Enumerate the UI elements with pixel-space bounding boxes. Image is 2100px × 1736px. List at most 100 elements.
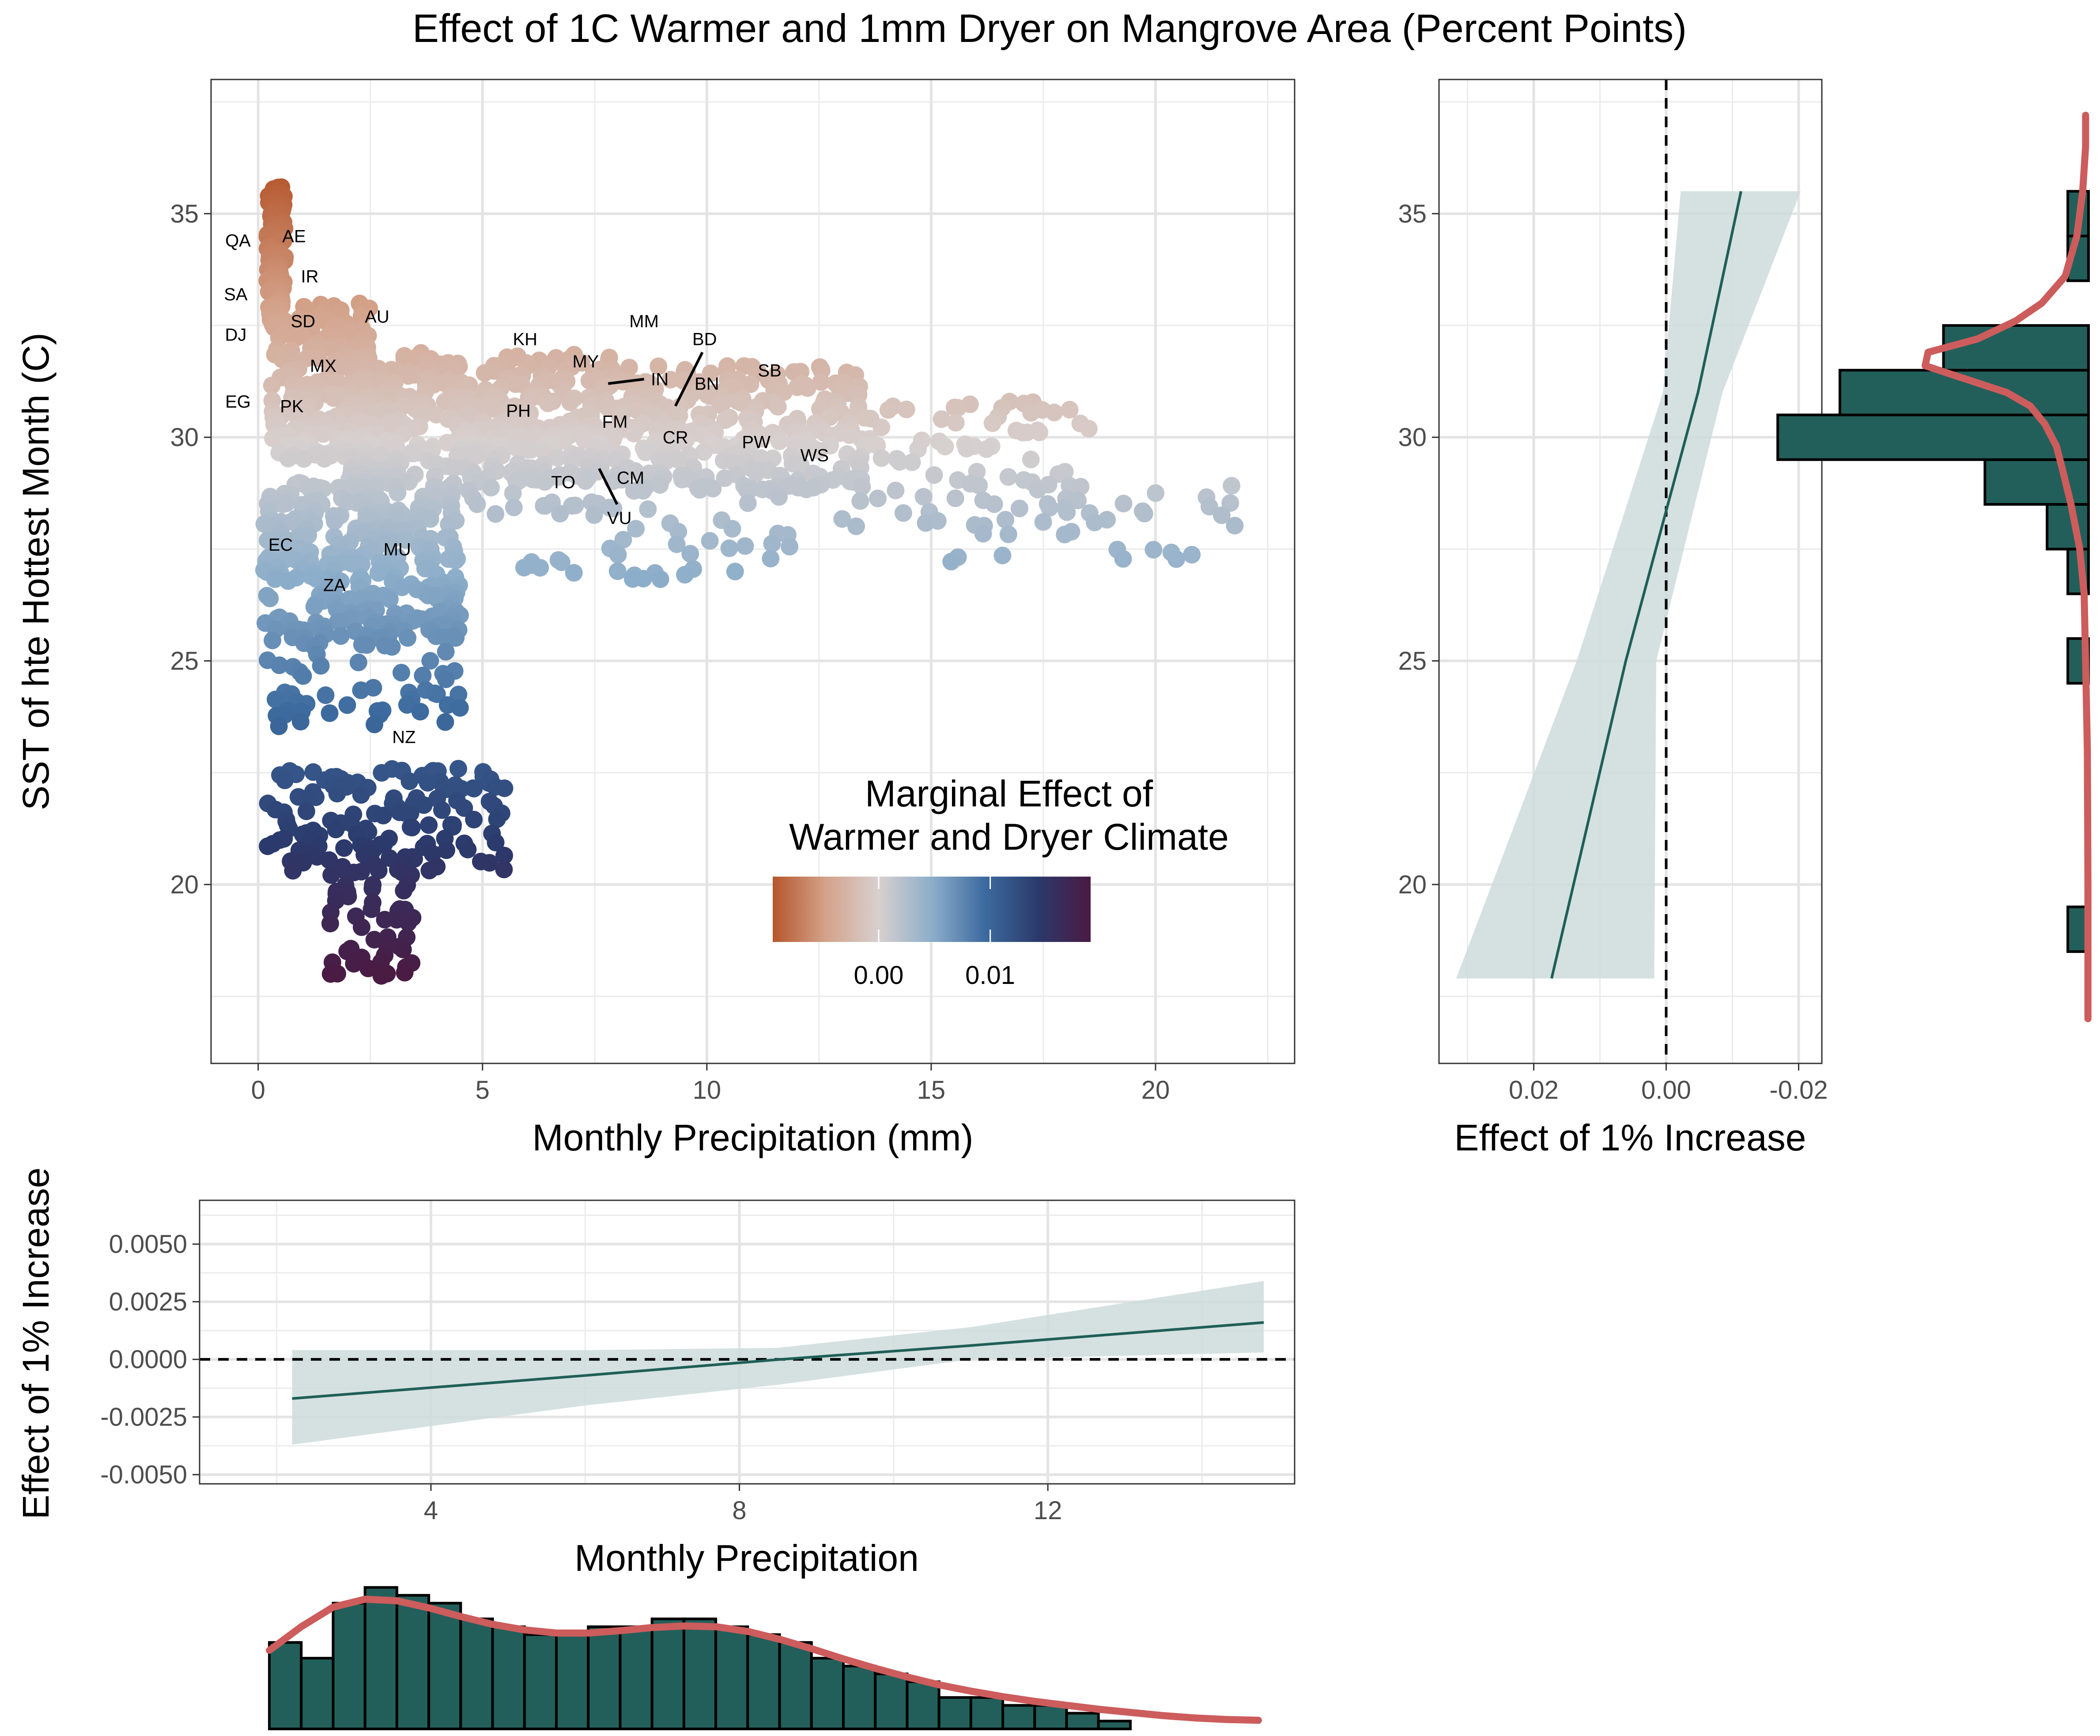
data-point	[1072, 477, 1090, 495]
country-label: PH	[506, 401, 531, 420]
x-tick-label: 0	[251, 1076, 265, 1104]
data-point	[739, 494, 757, 512]
data-point	[358, 636, 376, 654]
data-point	[352, 786, 370, 804]
precip-marginal-histogram	[266, 1586, 1262, 1731]
main-x-axis-title: Monthly Precipitation (mm)	[533, 1117, 974, 1158]
data-point	[798, 379, 816, 397]
country-label: SD	[291, 312, 316, 331]
data-point	[312, 657, 330, 675]
data-point	[363, 900, 381, 918]
data-point	[623, 570, 642, 588]
data-point	[639, 500, 657, 518]
data-point	[1226, 517, 1244, 535]
data-point	[909, 440, 927, 458]
y-tick-label: 0.0000	[109, 1345, 187, 1374]
x-tick-label: 0.00	[1641, 1076, 1691, 1104]
data-point	[338, 696, 356, 714]
data-point	[577, 472, 595, 490]
confidence-band	[1456, 191, 1801, 979]
data-point	[389, 484, 407, 502]
data-point	[352, 918, 370, 936]
data-point	[625, 424, 643, 443]
data-point	[851, 492, 869, 510]
country-label: PK	[280, 397, 304, 416]
data-point	[495, 847, 514, 865]
data-point	[999, 468, 1017, 486]
histogram-bar	[714, 1625, 749, 1731]
data-point	[320, 851, 338, 869]
data-point	[446, 552, 465, 570]
data-point	[536, 497, 554, 515]
country-label: IN	[651, 370, 669, 390]
data-point	[833, 510, 851, 528]
data-point	[701, 532, 719, 550]
data-point	[370, 862, 388, 880]
data-point	[305, 598, 323, 616]
data-point	[781, 537, 799, 556]
data-point	[762, 549, 780, 567]
data-point	[420, 816, 438, 834]
y-tick-label: 25	[170, 647, 199, 676]
data-point	[614, 531, 632, 549]
data-point	[487, 833, 505, 851]
right-x-axis-title: Effect of 1% Increase	[1454, 1117, 1806, 1158]
country-label: MM	[629, 312, 659, 331]
data-point	[440, 515, 458, 533]
data-point	[1223, 477, 1241, 495]
data-point	[359, 959, 377, 977]
data-point	[332, 627, 350, 645]
country-label: BN	[695, 374, 719, 394]
data-point	[1200, 498, 1218, 516]
data-point	[383, 638, 401, 656]
bottom-x-axis-title: Monthly Precipitation	[574, 1537, 919, 1579]
data-point	[420, 862, 438, 880]
confidence-band	[292, 1281, 1264, 1445]
label-leader-lines	[598, 352, 704, 505]
country-label: TO	[551, 473, 575, 492]
data-point	[695, 443, 713, 461]
data-point	[279, 572, 297, 590]
data-point	[792, 456, 810, 474]
data-point	[847, 517, 865, 535]
leader-line	[608, 378, 644, 385]
histogram-bar	[395, 1594, 431, 1730]
legend-ticks: 0.00 0.01	[854, 877, 1015, 990]
country-label: FM	[602, 412, 628, 432]
country-label: EG	[225, 392, 251, 412]
data-point	[327, 821, 345, 839]
data-point	[974, 525, 992, 543]
bottom-effect-panel: 4 8 12 -0.0050 -0.0025 0.0000 0.0025 0.0050 Mon…	[15, 1168, 1296, 1579]
data-point	[449, 685, 468, 703]
data-point	[372, 967, 390, 985]
data-point	[996, 511, 1014, 529]
data-point	[400, 772, 419, 790]
data-point	[325, 512, 344, 530]
country-label: BD	[692, 329, 717, 349]
histogram-bar	[523, 1633, 558, 1730]
x-tick-label: 10	[693, 1076, 721, 1104]
data-point	[411, 703, 429, 721]
y-tick-label: 25	[1398, 647, 1427, 676]
data-point	[917, 514, 935, 532]
y-tick-label: -0.0025	[100, 1403, 187, 1432]
histogram-bar	[1065, 1712, 1100, 1730]
data-point	[447, 629, 465, 647]
chart-title: Effect of 1C Warmer and 1mm Dryer on Man…	[412, 7, 1687, 51]
leader-line	[598, 468, 619, 505]
data-point	[704, 480, 722, 498]
data-point	[1080, 420, 1098, 438]
data-point	[322, 866, 340, 884]
data-point	[261, 590, 279, 608]
histogram-bar	[268, 1641, 303, 1730]
data-point	[949, 399, 967, 417]
data-point	[565, 564, 583, 582]
data-point	[396, 964, 414, 982]
country-label: EC	[268, 535, 293, 555]
x-tick-label: 20	[1141, 1076, 1170, 1104]
x-tick-label: 8	[732, 1496, 746, 1525]
data-point	[403, 819, 421, 837]
data-point	[315, 450, 333, 468]
data-point	[482, 479, 500, 497]
data-point	[661, 371, 680, 389]
